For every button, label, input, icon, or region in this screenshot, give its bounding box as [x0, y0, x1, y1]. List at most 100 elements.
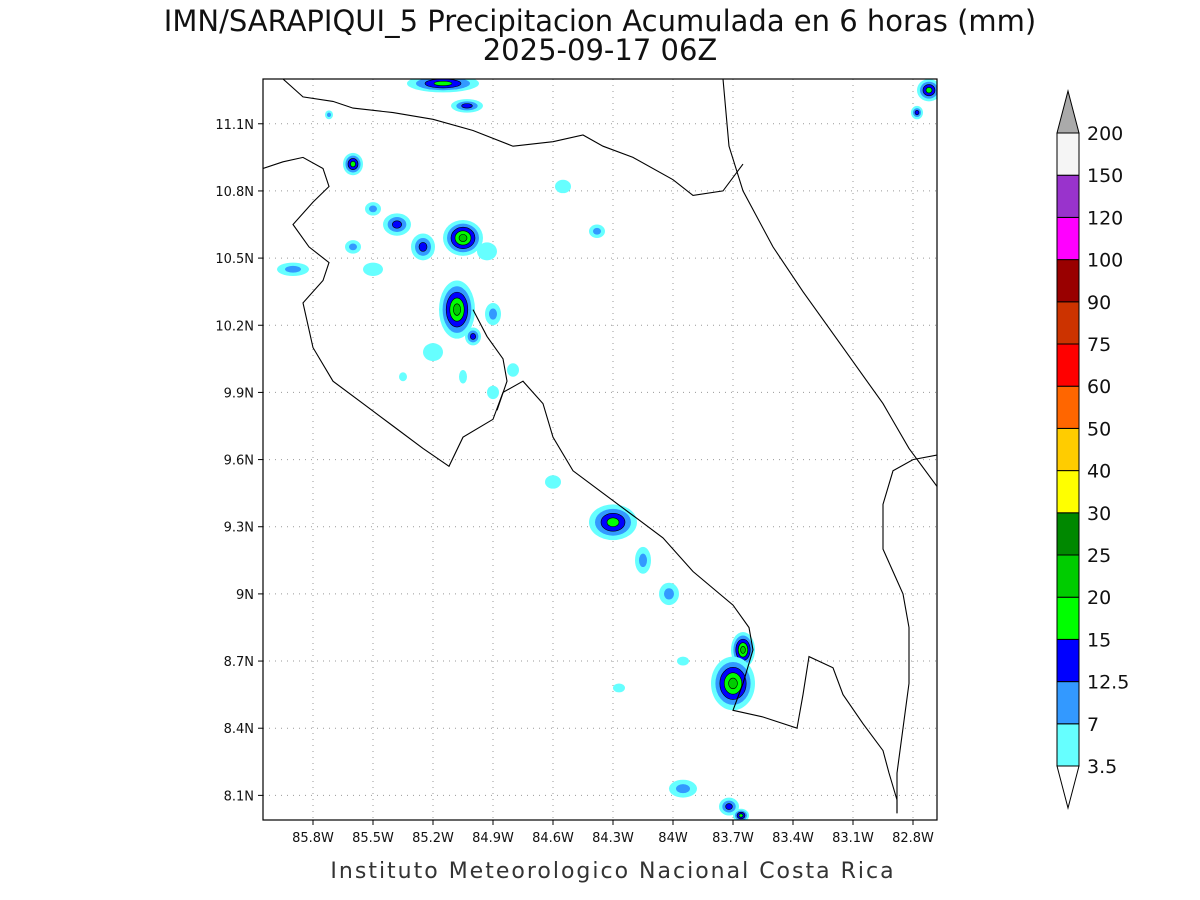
map-frame [262, 78, 938, 821]
precip-cell [439, 280, 475, 339]
lon-tick-label: 83.4W [772, 831, 814, 846]
colorbar-swatch [1056, 638, 1080, 683]
coastline [472, 309, 508, 411]
precip-contour [453, 303, 461, 316]
colorbar-label: 150 [1087, 165, 1123, 187]
colorbar-swatch [1056, 343, 1080, 387]
colorbar-swatch [1056, 427, 1080, 472]
precip-cell [711, 656, 755, 711]
precip-cell [917, 79, 937, 102]
precip-contour [423, 343, 443, 362]
colorbar-label: 7 [1087, 714, 1099, 736]
precip-cell [383, 213, 411, 236]
colorbar-upper-arrow [1056, 89, 1080, 134]
lat-tick-label: 9.6N [224, 454, 254, 469]
precip-contour [369, 205, 377, 213]
lat-tick-label: 8.4N [224, 722, 254, 737]
precip-contour [606, 517, 620, 528]
map-title: IMN/SARAPIQUI_5 Precipitacion Acumulada … [164, 4, 1036, 38]
lon-tick-label: 82.8W [892, 831, 934, 846]
precip-cell [659, 582, 679, 606]
precip-contour [639, 553, 647, 568]
colorbar-legend: 3.5 7 12.5 15 20 25 30 40 50 60 75 90 100 120 150 200 [1056, 89, 1129, 810]
lon-tick-label: 85.2W [412, 831, 454, 846]
colorbar-swatch [1056, 216, 1080, 261]
precip-cell [465, 327, 481, 346]
precip-cell [635, 546, 651, 574]
map-subtitle: 2025-09-17 06Z [483, 33, 718, 67]
colorbar-label: 20 [1087, 587, 1111, 609]
precip-cell [733, 808, 749, 820]
colorbar-label: 25 [1087, 545, 1111, 567]
precip-cell [365, 202, 381, 216]
precip-cell [443, 220, 483, 256]
precip-cell [277, 262, 309, 277]
precip-contour [555, 179, 571, 194]
lon-tick-label: 85.5W [352, 831, 394, 846]
colorbar-label: 200 [1087, 123, 1123, 145]
precip-cell [555, 179, 571, 194]
footer-credit: Instituto Meteorologico Nacional Costa R… [330, 859, 895, 884]
precip-cell [325, 110, 333, 120]
precip-cell [669, 779, 697, 798]
colorbar-label: 60 [1087, 376, 1111, 398]
precip-cell [911, 105, 923, 120]
precip-cell [545, 475, 561, 489]
coastline [282, 79, 744, 196]
lon-tick-label: 83.1W [832, 831, 874, 846]
precip-contour [363, 262, 383, 277]
colorbar-swatch [1056, 723, 1080, 767]
precip-contour [418, 242, 428, 252]
precip-contour [477, 242, 497, 261]
precip-contour [740, 645, 746, 654]
precip-cell [363, 262, 383, 277]
precip-cell [477, 242, 497, 261]
lon-tick-label: 84.3W [592, 831, 634, 846]
precip-contour [545, 475, 561, 489]
precip-contour [459, 370, 467, 384]
precip-contour [470, 333, 476, 340]
precip-contour [914, 110, 920, 116]
precip-cell [343, 152, 363, 176]
colorbar-label: 90 [1087, 292, 1111, 314]
colorbar-label: 75 [1087, 334, 1111, 356]
colorbar-swatch [1056, 385, 1080, 429]
precip-contour [664, 588, 674, 600]
precip-contour [350, 160, 356, 168]
colorbar-label: 12.5 [1087, 672, 1129, 694]
lon-tick-label: 84.6W [532, 831, 574, 846]
colorbar-swatch [1056, 554, 1080, 598]
lat-tick-label: 10.5N [215, 252, 254, 267]
lon-tick-label: 84W [658, 831, 688, 846]
precip-cell [423, 343, 443, 362]
precipitation-field [277, 79, 937, 820]
colorbar-label: 50 [1087, 418, 1111, 440]
precip-contour [507, 363, 519, 377]
lon-tick-label: 84.9W [472, 831, 514, 846]
latitude-axis: 11.1N 10.8N 10.5N 10.2N 9.9N 9.6N 9.3N 9N 8.7N 8.… [215, 118, 263, 804]
precip-contour [349, 243, 357, 251]
precip-cell [677, 656, 689, 666]
precip-cell [613, 683, 625, 693]
precip-cell [345, 240, 361, 254]
colorbar-label: 120 [1087, 207, 1123, 229]
colorbar-swatch [1056, 596, 1080, 640]
lat-tick-label: 9.3N [224, 521, 254, 536]
precip-contour [593, 227, 601, 235]
coastline [882, 454, 937, 814]
colorbar-swatch [1056, 301, 1080, 345]
precip-contour [925, 87, 933, 94]
precip-contour [461, 103, 473, 109]
colorbar-swatch [1056, 174, 1080, 218]
lat-tick-label: 9N [236, 588, 254, 603]
precip-cell [407, 79, 479, 93]
lat-tick-label: 11.1N [215, 118, 254, 133]
colorbar-label: 15 [1087, 629, 1111, 651]
precip-contour [392, 220, 402, 229]
precip-contour [327, 112, 331, 118]
colorbar-swatch [1056, 259, 1080, 303]
precip-contour [433, 80, 453, 87]
longitude-axis: 85.8W 85.5W 85.2W 84.9W 84.6W 84.3W 84W 83.7W 83… [292, 820, 934, 846]
precip-contour [285, 265, 301, 273]
precip-cell [399, 372, 407, 382]
